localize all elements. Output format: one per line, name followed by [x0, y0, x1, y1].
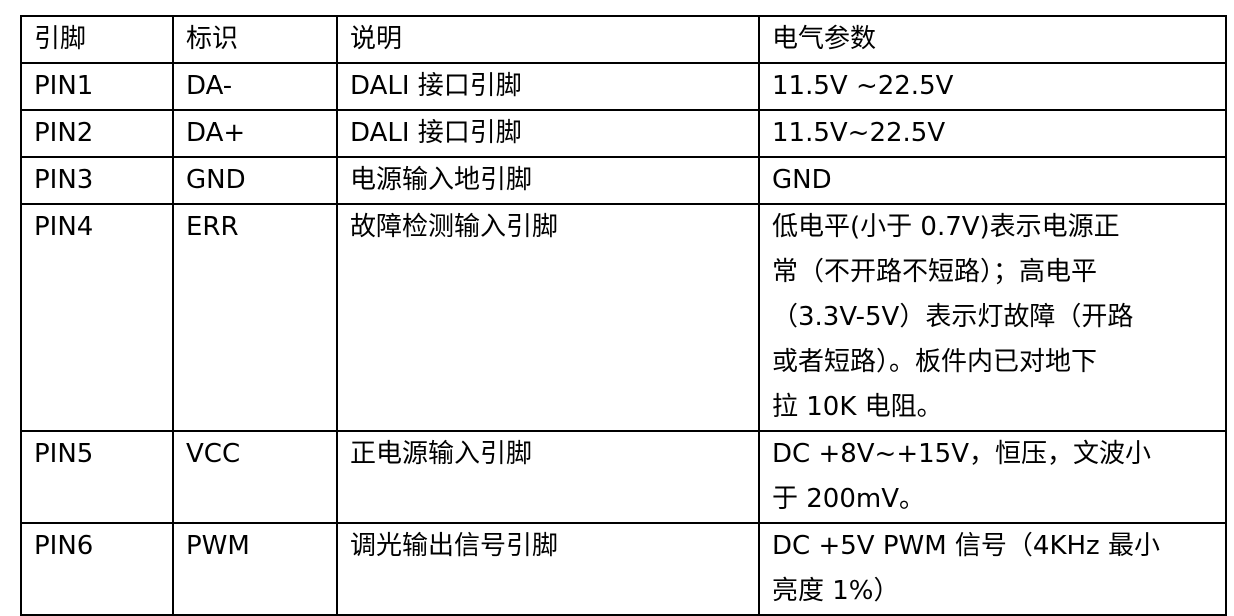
desc-cell: 正电源输入引脚: [336, 430, 760, 524]
pin-cell: PIN5: [20, 430, 174, 524]
params-line: （3.3V-5V）表示灯故障（开路: [772, 302, 1134, 332]
pin-table: 引脚 标识 说明 电气参数 PIN1 DA- DALI 接口引脚 11.5V ~22.…: [20, 15, 1227, 616]
params-cell: GND: [758, 156, 1227, 205]
pin-cell: PIN1: [20, 62, 174, 111]
table-row: PIN6 PWM 调光输出信号引脚 DC +5V PWM 信号（4KHz 最小 亮度 1…: [20, 522, 1227, 616]
table-row: PIN5 VCC 正电源输入引脚 DC +8V~+15V，恒压，文波小于 200mV。: [20, 430, 1227, 524]
params-line: DC +5V PWM 信号（4KHz 最小: [772, 531, 1160, 561]
id-cell: VCC: [172, 430, 338, 524]
table-row: PIN3 GND 电源输入地引脚 GND: [20, 156, 1227, 205]
pin-cell: PIN4: [20, 203, 174, 432]
params-line: GND: [772, 165, 832, 195]
params-cell: 低电平(小于 0.7V)表示电源正 常（不开路不短路）；高电平 （3.3V-5V）表…: [758, 203, 1227, 432]
desc-cell: 故障检测输入引脚: [336, 203, 760, 432]
params-line: 11.5V ~22.5V: [772, 71, 954, 101]
params-cell: 11.5V ~22.5V: [758, 62, 1227, 111]
params-cell: DC +5V PWM 信号（4KHz 最小 亮度 1%）: [758, 522, 1227, 616]
header-id: 标识: [172, 15, 338, 64]
params-line: 于 200mV。: [772, 484, 926, 514]
header-params: 电气参数: [758, 15, 1227, 64]
table-row: PIN2 DA+ DALI 接口引脚 11.5V~22.5V: [20, 109, 1227, 158]
id-cell: PWM: [172, 522, 338, 616]
params-cell: 11.5V~22.5V: [758, 109, 1227, 158]
params-line: DC +8V~+15V，恒压，文波小: [772, 439, 1151, 469]
pin-cell: PIN6: [20, 522, 174, 616]
id-cell: GND: [172, 156, 338, 205]
id-cell: DA-: [172, 62, 338, 111]
params-cell: DC +8V~+15V，恒压，文波小于 200mV。: [758, 430, 1227, 524]
table-row: PIN4 ERR 故障检测输入引脚 低电平(小于 0.7V)表示电源正 常（不开路不短路…: [20, 203, 1227, 432]
table-row: PIN1 DA- DALI 接口引脚 11.5V ~22.5V: [20, 62, 1227, 111]
params-line: 常（不开路不短路）；高电平: [772, 257, 1098, 287]
params-line: 或者短路）。板件内已对地下: [772, 347, 1098, 377]
pin-cell: PIN2: [20, 109, 174, 158]
params-line: 11.5V~22.5V: [772, 118, 946, 148]
params-line: 拉 10K 电阻。: [772, 392, 943, 422]
desc-cell: DALI 接口引脚: [336, 62, 760, 111]
params-line: 亮度 1%）: [772, 576, 900, 606]
desc-cell: 电源输入地引脚: [336, 156, 760, 205]
id-cell: DA+: [172, 109, 338, 158]
desc-cell: 调光输出信号引脚: [336, 522, 760, 616]
pin-cell: PIN3: [20, 156, 174, 205]
header-pin: 引脚: [20, 15, 174, 64]
header-row: 引脚 标识 说明 电气参数: [20, 15, 1227, 64]
header-desc: 说明: [336, 15, 760, 64]
id-cell: ERR: [172, 203, 338, 432]
desc-cell: DALI 接口引脚: [336, 109, 760, 158]
params-line: 低电平(小于 0.7V)表示电源正: [772, 212, 1120, 242]
